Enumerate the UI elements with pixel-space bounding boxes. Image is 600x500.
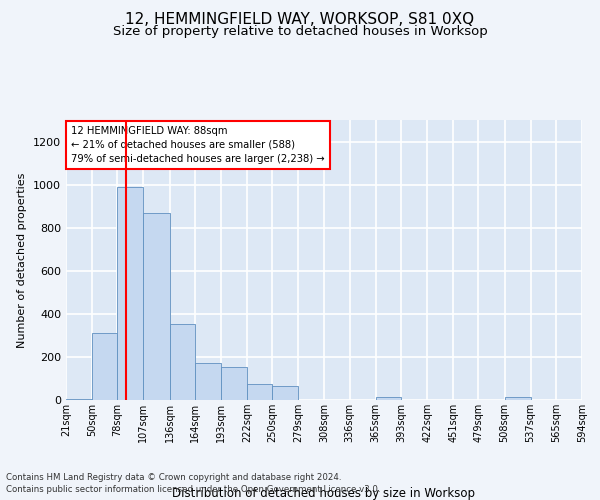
Bar xyxy=(272,386,298,400)
Text: Contains public sector information licensed under the Open Government Licence v3: Contains public sector information licen… xyxy=(6,485,380,494)
Y-axis label: Number of detached properties: Number of detached properties xyxy=(17,172,28,348)
Bar xyxy=(92,333,118,400)
Bar xyxy=(247,384,272,400)
Bar xyxy=(170,324,195,400)
Text: Size of property relative to detached houses in Worksop: Size of property relative to detached ho… xyxy=(113,25,487,38)
Bar xyxy=(143,212,170,400)
Bar xyxy=(376,398,401,400)
Text: Contains HM Land Registry data © Crown copyright and database right 2024.: Contains HM Land Registry data © Crown c… xyxy=(6,474,341,482)
Text: 12, HEMMINGFIELD WAY, WORKSOP, S81 0XQ: 12, HEMMINGFIELD WAY, WORKSOP, S81 0XQ xyxy=(125,12,475,28)
Bar xyxy=(221,366,247,400)
Bar xyxy=(118,187,143,400)
Bar xyxy=(195,364,221,400)
Bar xyxy=(505,398,530,400)
Bar xyxy=(66,399,92,400)
X-axis label: Distribution of detached houses by size in Worksop: Distribution of detached houses by size … xyxy=(173,486,476,500)
Text: 12 HEMMINGFIELD WAY: 88sqm
← 21% of detached houses are smaller (588)
79% of sem: 12 HEMMINGFIELD WAY: 88sqm ← 21% of deta… xyxy=(71,126,325,164)
